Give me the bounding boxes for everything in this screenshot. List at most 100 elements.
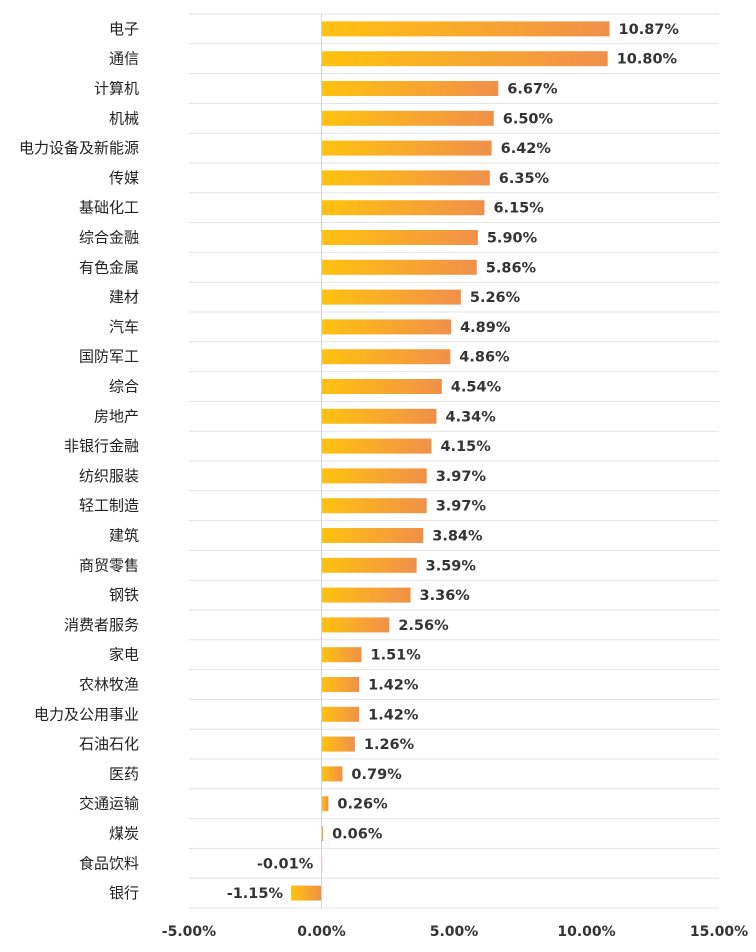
bar <box>321 349 451 365</box>
bar <box>291 885 322 901</box>
value-label: 5.90% <box>487 231 538 247</box>
value-label: 4.15% <box>440 439 491 455</box>
value-label: 3.84% <box>432 529 483 545</box>
category-label: 国防军工 <box>79 348 139 366</box>
bars <box>291 21 610 901</box>
category-label: 电力及公用事业 <box>34 705 139 723</box>
x-tick-label: 0.00% <box>297 924 346 940</box>
bar <box>321 319 452 335</box>
value-label: -1.15% <box>227 886 284 902</box>
x-tick-label: 15.00% <box>690 924 748 940</box>
bar <box>321 468 427 484</box>
category-label: 钢铁 <box>109 586 139 604</box>
category-label: 商贸零售 <box>79 556 139 574</box>
category-label: 传媒 <box>109 169 139 187</box>
category-label: 房地产 <box>94 407 139 425</box>
value-label: 1.26% <box>364 737 415 753</box>
value-label: 6.67% <box>507 82 558 98</box>
bar <box>321 379 442 394</box>
value-label: 10.80% <box>617 52 678 68</box>
category-label: 银行 <box>109 884 139 902</box>
bar <box>321 796 329 812</box>
category-label: 机械 <box>109 109 139 127</box>
category-label: 交通运输 <box>79 795 139 813</box>
value-labels: 10.87% 10.80% 6.67% 6.50% 6.42% 6.35% 6.15% 5.9… <box>227 22 680 902</box>
bar <box>321 528 424 543</box>
value-label: 4.89% <box>460 320 511 336</box>
value-label: 3.97% <box>436 469 487 485</box>
value-label: 3.59% <box>426 558 477 574</box>
value-label: 0.79% <box>351 767 402 783</box>
bar <box>321 706 360 722</box>
bar <box>321 826 324 841</box>
x-tick-label: -5.00% <box>162 924 216 940</box>
bar <box>321 557 417 573</box>
category-label: 纺织服装 <box>79 467 139 485</box>
value-label: 10.87% <box>619 22 680 38</box>
category-label: 煤炭 <box>109 825 139 843</box>
value-label: 6.15% <box>493 201 544 217</box>
category-label: 医药 <box>109 765 139 783</box>
category-label: 食品饮料 <box>79 854 139 872</box>
category-label: 基础化工 <box>79 199 139 217</box>
value-label: 2.56% <box>398 618 449 634</box>
bar <box>321 438 432 454</box>
category-label: 建筑 <box>109 527 139 545</box>
value-label: 3.36% <box>420 588 471 604</box>
x-tick-label: 10.00% <box>557 924 615 940</box>
value-label: 1.42% <box>368 707 419 723</box>
value-label: -0.01% <box>257 856 314 872</box>
value-label: 4.54% <box>451 380 502 396</box>
bar <box>321 498 427 514</box>
category-label: 综合金融 <box>79 229 139 247</box>
category-label: 轻工制造 <box>79 497 139 515</box>
value-label: 1.51% <box>371 648 422 664</box>
bar <box>321 51 608 67</box>
value-label: 1.42% <box>368 678 419 694</box>
value-label: 4.34% <box>446 409 497 425</box>
category-label: 消费者服务 <box>64 616 139 634</box>
bar <box>321 259 477 275</box>
category-label: 建材 <box>109 288 139 306</box>
bar <box>321 230 478 245</box>
bar <box>321 647 362 663</box>
bar <box>321 140 492 156</box>
category-label: 有色金属 <box>79 258 139 276</box>
value-label: 3.97% <box>436 499 487 515</box>
category-label: 通信 <box>109 50 139 68</box>
category-label: 非银行金融 <box>64 437 139 455</box>
bar <box>321 289 461 305</box>
x-axis: -5.00% 0.00% 5.00% 10.00% 15.00% <box>162 14 748 940</box>
gridlines <box>189 13 719 909</box>
bar <box>321 200 485 216</box>
bar <box>321 677 360 692</box>
bar <box>321 766 343 782</box>
value-label: 5.86% <box>486 260 537 276</box>
value-label: 0.26% <box>337 797 388 813</box>
value-label: 6.35% <box>499 171 550 187</box>
x-tick-label: 5.00% <box>430 924 479 940</box>
category-label: 汽车 <box>109 318 139 336</box>
category-label: 综合 <box>109 378 139 396</box>
value-label: 5.26% <box>470 290 521 306</box>
bar <box>321 408 437 424</box>
bar <box>321 21 610 37</box>
category-label: 家电 <box>109 646 139 664</box>
value-label: 4.86% <box>459 350 510 366</box>
value-label: 6.42% <box>501 141 552 157</box>
bar <box>321 170 490 186</box>
category-label: 电力设备及新能源 <box>19 139 139 157</box>
category-label: 石油石化 <box>79 735 139 753</box>
bar <box>321 617 390 633</box>
bar <box>321 587 411 603</box>
category-label: 计算机 <box>94 80 139 98</box>
category-label: 电子 <box>109 20 139 38</box>
bar <box>321 110 494 126</box>
bar <box>321 736 355 752</box>
value-label: 0.06% <box>332 827 383 843</box>
category-labels: 电子通信计算机机械电力设备及新能源传媒基础化工综合金融有色金属建材汽车国防军工综… <box>19 20 139 902</box>
category-label: 农林牧渔 <box>79 676 139 694</box>
value-label: 6.50% <box>503 111 554 127</box>
